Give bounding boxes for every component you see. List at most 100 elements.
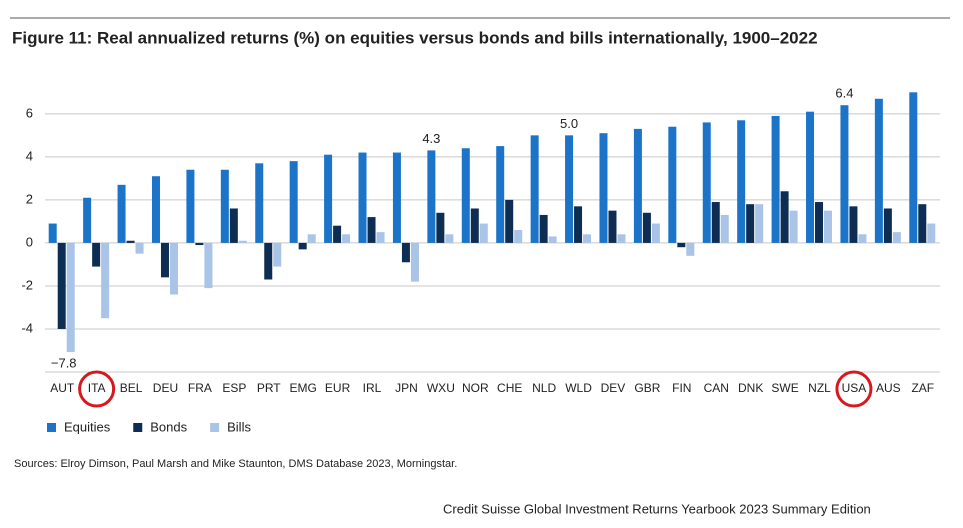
bar (530, 135, 539, 243)
bar (909, 92, 918, 243)
bar (151, 176, 160, 243)
bar (48, 223, 57, 243)
bar (445, 234, 454, 243)
bar (927, 223, 936, 243)
bar (169, 242, 178, 295)
x-tick-label: FIN (672, 381, 691, 395)
x-tick-label: NOR (462, 381, 489, 395)
bar (771, 115, 780, 243)
bar (333, 225, 342, 243)
bar (918, 204, 927, 243)
bar (358, 152, 367, 243)
y-tick-label: 2 (26, 191, 33, 206)
x-tick-label: WXU (427, 381, 455, 395)
bar (195, 242, 204, 246)
bar (307, 234, 316, 243)
bar (342, 234, 351, 243)
value-label: 4.3 (422, 131, 440, 146)
legend-swatch (47, 423, 56, 432)
bar (229, 208, 238, 243)
x-tick-label: CHE (497, 381, 522, 395)
bar (702, 122, 711, 243)
bar (642, 212, 651, 243)
bar (57, 242, 66, 329)
bar (737, 120, 746, 243)
y-tick-label: 0 (26, 234, 33, 249)
bar (255, 163, 264, 243)
bar (496, 146, 505, 243)
bar (633, 128, 642, 243)
bar (101, 242, 110, 319)
y-tick-label: -2 (21, 277, 33, 292)
bar (840, 105, 849, 243)
bar (565, 135, 574, 243)
x-tick-label: DNK (738, 381, 763, 395)
bar (238, 240, 247, 243)
bar (289, 161, 298, 243)
bar (789, 210, 798, 243)
bar (574, 206, 583, 243)
bar (505, 199, 514, 243)
bar (583, 234, 592, 243)
bar (668, 126, 677, 243)
bar (83, 197, 92, 243)
x-tick-label: AUT (50, 381, 75, 395)
bar (677, 242, 686, 248)
x-tick-label: WLD (565, 381, 592, 395)
bar (755, 204, 764, 243)
y-tick-label: 6 (26, 105, 33, 120)
highlight-circle (78, 370, 116, 408)
x-tick-label: CAN (704, 381, 729, 395)
x-tick-label: EMG (290, 381, 317, 395)
bar (686, 242, 695, 256)
legend-label: Bills (227, 419, 251, 434)
x-tick-label: ESP (222, 381, 246, 395)
y-tick-label: 4 (26, 148, 33, 163)
bar (470, 208, 479, 243)
bar (135, 242, 144, 254)
bar (548, 236, 557, 243)
bar (367, 217, 376, 243)
x-tick-label: NLD (532, 381, 556, 395)
bar (298, 242, 307, 250)
bar (806, 111, 815, 243)
bar (883, 208, 892, 243)
bar (461, 148, 470, 243)
value-label: 6.4 (835, 86, 853, 101)
bar (651, 223, 660, 243)
bar (376, 232, 385, 243)
bar (160, 242, 169, 278)
x-tick-label: SWE (771, 381, 798, 395)
bar (204, 242, 213, 289)
legend-label: Equities (64, 419, 111, 434)
bar (858, 234, 867, 243)
x-tick-label: EUR (325, 381, 351, 395)
bar (220, 169, 229, 243)
bar (746, 204, 755, 243)
bar (126, 240, 135, 243)
x-tick-label: JPN (395, 381, 418, 395)
x-tick-label: PRT (257, 381, 281, 395)
x-tick-label: NZL (808, 381, 831, 395)
x-tick-label: AUS (876, 381, 901, 395)
bar (608, 210, 617, 243)
bar (392, 152, 401, 243)
bar (264, 242, 273, 280)
x-tick-label: BEL (120, 381, 143, 395)
bar (599, 133, 608, 243)
x-tick-label: DEU (153, 381, 178, 395)
bar (92, 242, 101, 267)
legend-swatch (133, 423, 143, 432)
bar (874, 98, 883, 243)
bar (410, 242, 419, 282)
bar (514, 230, 523, 243)
bar (815, 202, 824, 243)
x-tick-label: GBR (634, 381, 660, 395)
x-tick-label: FRA (188, 381, 212, 395)
y-tick-label: -4 (21, 320, 33, 335)
bar (324, 154, 333, 243)
bar (427, 150, 436, 243)
chart-title: Figure 11: Real annualized returns (%) o… (12, 28, 818, 47)
bar (117, 184, 126, 243)
